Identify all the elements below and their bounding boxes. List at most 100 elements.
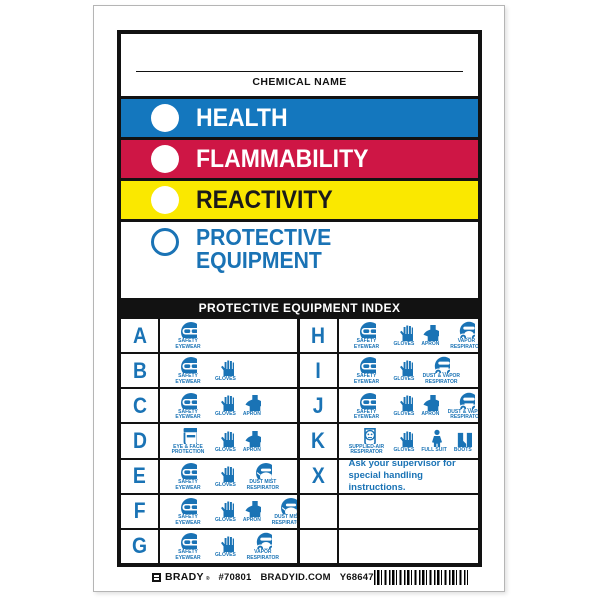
index-letter: A — [132, 322, 147, 348]
gloves-icon — [395, 393, 413, 412]
pe-item-label: FULL SUIT — [421, 446, 447, 453]
pe-index-row-b: B SAFETY EYEWEAR GLOVES — [121, 354, 297, 390]
equipment-items-cell: SAFETY EYEWEAR GLOVES APRON VAPOR RESPIRATO… — [339, 319, 478, 352]
pe-item-label: SAFETY EYEWEAR — [175, 338, 201, 351]
pe-item-safety-eyewear: SAFETY EYEWEAR — [168, 461, 208, 492]
pe-item-gloves: GLOVES — [394, 393, 414, 418]
pe-index-row-c: C SAFETY EYEWEAR GLOVES APRON — [121, 389, 297, 425]
pe-index-row-h: H SAFETY EYEWEAR GLOVES APRON VAPOR RESPIRAT… — [299, 319, 478, 355]
label-sheet: CHEMICAL NAME HEALTH FLAMMABILITY REACTIVI… — [93, 5, 505, 592]
chemical-name-writein-line — [136, 71, 463, 72]
pe-item-apron: APRON — [243, 499, 261, 524]
flammability-bar: FLAMMABILITY — [121, 137, 478, 178]
pe-item-label: APRON — [421, 341, 440, 348]
pe-item-label: DUST & VAPOR RESPIRATOR — [447, 408, 478, 421]
pe-item-label: GLOVES — [215, 446, 236, 453]
pe-index-row-a: A SAFETY EYEWEAR — [121, 319, 297, 355]
equipment-items-cell: Ask your supervisor for special handling… — [339, 460, 479, 493]
pe-item-label: APRON — [242, 446, 261, 453]
pe-item-label: SUPPLIED-AIR RESPIRATOR — [348, 443, 385, 456]
pe-item-label: BOOTS — [453, 446, 472, 453]
health-bar: HEALTH — [121, 96, 478, 137]
vapor-respirator-icon — [254, 531, 272, 550]
safety-eyewear-icon — [358, 355, 376, 374]
equipment-items-cell — [339, 530, 479, 563]
letter-cell: X — [300, 459, 339, 493]
pe-index-left-column: A SAFETY EYEWEAR B SAFETY EYEWEAR GLOVES C SAF… — [121, 319, 300, 563]
equipment-items-cell: EYE & FACE PROTECTION GLOVES APRON — [160, 424, 297, 457]
pe-item-label: GLOVES — [393, 376, 415, 383]
pe-item-dust-mist-respirator: DUST MIST RESPIRATOR — [243, 461, 283, 492]
pe-item-safety-eyewear: SAFETY EYEWEAR — [168, 496, 208, 527]
reactivity-bar: REACTIVITY — [121, 178, 478, 219]
equipment-items-cell: SUPPLIED-AIR RESPIRATOR GLOVES FULL SUIT BO… — [339, 424, 479, 457]
pe-item-gloves: GLOVES — [215, 534, 236, 559]
pe-item-label: DUST & VAPOR RESPIRATOR — [422, 373, 461, 386]
full-suit-icon — [425, 429, 443, 447]
reactivity-rating-circle — [151, 186, 179, 214]
safety-eyewear-icon — [179, 320, 197, 339]
gloves-icon — [216, 429, 235, 447]
pe-item-label: SAFETY EYEWEAR — [353, 338, 380, 351]
pe-index-row-d: D EYE & FACE PROTECTION GLOVES APRON — [121, 424, 297, 460]
dust-vapor-respirator-icon — [457, 391, 476, 409]
letter-cell: K — [300, 424, 339, 458]
letter-cell: E — [121, 459, 160, 493]
pe-item-safety-eyewear: SAFETY EYEWEAR — [347, 391, 387, 422]
safety-eyewear-icon — [179, 461, 197, 479]
pe-item-dust-vapor-respirator: DUST & VAPOR RESPIRATOR — [446, 391, 478, 422]
supervisor-instructions-text: Ask your supervisor for special handling… — [348, 459, 456, 493]
letter-cell — [300, 494, 339, 528]
pe-item-label: SAFETY EYEWEAR — [353, 408, 380, 421]
pe-item-apron: APRON — [421, 393, 439, 418]
pe-item-apron: APRON — [243, 429, 261, 454]
pe-item-vapor-respirator: VAPOR RESPIRATOR — [243, 531, 283, 562]
pe-index-row-x: X Ask your supervisor for special handlin… — [299, 459, 479, 495]
pe-item-label: APRON — [421, 411, 440, 418]
apron-icon — [243, 499, 261, 517]
supplied-air-respirator-icon — [358, 426, 376, 444]
pe-item-label: EYE & FACE PROTECTION — [171, 443, 205, 456]
pe-item-label: GLOVES — [215, 376, 236, 383]
chemical-name-section: CHEMICAL NAME — [121, 34, 478, 96]
index-letter: H — [311, 322, 325, 348]
flammability-bar-label: FLAMMABILITY — [196, 144, 369, 173]
brady-logo-icon — [152, 572, 161, 582]
pe-item-label: GLOVES — [215, 481, 236, 488]
dust-mist-respirator-icon — [279, 496, 297, 515]
letter-cell: D — [121, 424, 160, 458]
safety-eyewear-icon — [358, 320, 376, 339]
pe-item-apron: APRON — [421, 323, 439, 348]
health-bar-label: HEALTH — [196, 103, 288, 132]
letter-cell: G — [121, 529, 160, 563]
equipment-items-cell: SAFETY EYEWEAR GLOVES APRON DUST & VAPOR RE… — [339, 389, 478, 422]
flammability-rating-circle — [151, 145, 179, 173]
pe-item-safety-eyewear: SAFETY EYEWEAR — [347, 320, 387, 351]
pe-item-label: APRON — [242, 411, 261, 418]
barcode — [373, 569, 468, 585]
pe-item-label: GLOVES — [393, 446, 415, 453]
pe-item-eye-face-protection: EYE & FACE PROTECTION — [168, 426, 208, 457]
gloves-icon — [216, 499, 235, 517]
pe-item-gloves: GLOVES — [215, 429, 236, 454]
index-letter: G — [131, 533, 148, 559]
pe-item-label: DUST MIST RESPIRATOR — [271, 514, 297, 526]
website: BRADYID.COM — [260, 571, 331, 583]
chemical-name-label: CHEMICAL NAME — [252, 76, 347, 88]
pe-item-label: SAFETY EYEWEAR — [175, 478, 201, 491]
apron-icon — [243, 429, 261, 447]
safety-eyewear-icon — [179, 531, 197, 550]
index-letter: C — [132, 392, 147, 418]
equipment-items-cell: SAFETY EYEWEAR GLOVES APRON — [160, 389, 297, 422]
hmis-chemical-label: CHEMICAL NAME HEALTH FLAMMABILITY REACTIVI… — [117, 30, 482, 567]
pe-item-safety-eyewear: SAFETY EYEWEAR — [168, 391, 208, 422]
gloves-icon — [216, 393, 235, 412]
pe-item-label: APRON — [242, 516, 261, 523]
gloves-icon — [395, 358, 413, 377]
pe-item-apron: APRON — [243, 393, 261, 418]
index-letter: X — [311, 463, 325, 489]
index-letter: E — [133, 463, 146, 489]
pe-index-row-j: J SAFETY EYEWEAR GLOVES APRON DUST & VAPOR R… — [299, 389, 478, 425]
equipment-items-cell: SAFETY EYEWEAR GLOVES VAPOR RESPIRATOR — [160, 530, 297, 563]
